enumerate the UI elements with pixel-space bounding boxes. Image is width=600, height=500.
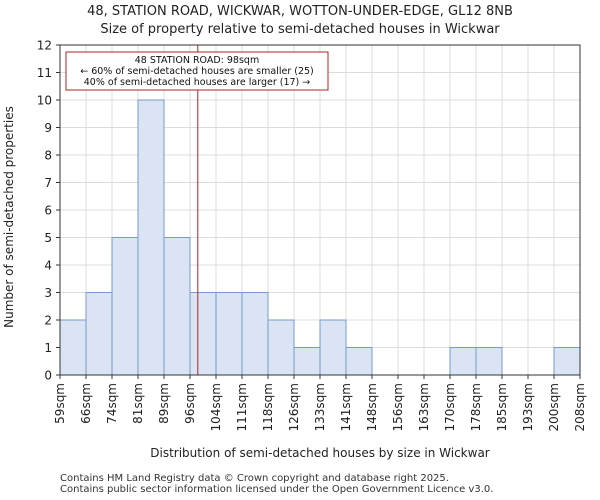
footer-copyright: Contains HM Land Registry data © Crown c… <box>60 473 449 484</box>
y-tick-label: 11 <box>37 66 52 80</box>
annotation-line-1: 48 STATION ROAD: 98sqm <box>135 55 259 66</box>
x-tick-label: 111sqm <box>235 383 249 431</box>
x-tick-label: 178sqm <box>469 383 483 431</box>
annotation-box: 48 STATION ROAD: 98sqm ← 60% of semi-det… <box>65 51 329 91</box>
histogram-bar <box>189 292 217 376</box>
y-tick-label: 7 <box>44 176 52 190</box>
x-tick-label: 163sqm <box>417 383 431 431</box>
y-tick-label: 12 <box>37 39 52 53</box>
histogram-bar <box>59 319 87 376</box>
histogram-bar <box>475 347 503 376</box>
x-tick-label: 208sqm <box>573 383 587 431</box>
x-tick-label: 193sqm <box>521 383 535 431</box>
x-tick-label: 104sqm <box>209 383 223 431</box>
x-tick-label: 170sqm <box>443 383 457 431</box>
x-tick-label: 118sqm <box>261 383 275 431</box>
annotation-line-2: ← 60% of semi-detached houses are smalle… <box>80 66 314 77</box>
x-axis-label: Distribution of semi-detached houses by … <box>150 446 490 460</box>
x-tick-label: 185sqm <box>495 383 509 431</box>
x-axis-ticks: 59sqm 66sqm 74sqm 81sqm 89sqm 96sqm 104sqm 111s… <box>53 375 587 431</box>
y-tick-label: 6 <box>44 204 52 218</box>
x-tick-label: 148sqm <box>365 383 379 431</box>
histogram-bar <box>241 292 269 376</box>
histogram-bar <box>319 319 347 376</box>
bars <box>59 99 581 376</box>
y-tick-label: 9 <box>44 121 52 135</box>
annotation-line-3: 40% of semi-detached houses are larger (… <box>84 77 311 88</box>
y-tick-label: 8 <box>44 149 52 163</box>
histogram-bar <box>267 319 295 376</box>
x-tick-label: 59sqm <box>53 383 67 424</box>
x-tick-label: 156sqm <box>391 383 405 431</box>
histogram-bar <box>137 99 165 376</box>
footer-licence: Contains public sector information licen… <box>60 484 494 495</box>
y-tick-label: 4 <box>44 259 52 273</box>
y-axis-label: Number of semi-detached properties <box>2 106 16 328</box>
histogram-bar <box>345 347 373 376</box>
y-tick-label: 5 <box>44 231 52 245</box>
x-tick-label: 141sqm <box>339 383 353 431</box>
y-tick-label: 2 <box>44 314 52 328</box>
y-tick-label: 1 <box>44 341 52 355</box>
annotation-border <box>65 51 329 91</box>
x-tick-label: 89sqm <box>157 383 171 424</box>
histogram-bar <box>85 292 113 376</box>
histogram-bar <box>553 347 581 376</box>
x-tick-label: 126sqm <box>287 383 301 431</box>
x-tick-label: 66sqm <box>79 383 93 424</box>
x-tick-label: 81sqm <box>131 383 145 424</box>
y-tick-label: 10 <box>37 94 52 108</box>
histogram-bar <box>293 347 321 376</box>
chart-title-address: 48, STATION ROAD, WICKWAR, WOTTON-UNDER-… <box>87 4 513 19</box>
x-tick-label: 200sqm <box>547 383 561 431</box>
x-tick-label: 133sqm <box>313 383 327 431</box>
chart-title: Size of property relative to semi-detach… <box>100 22 500 37</box>
histogram-bar <box>111 237 139 376</box>
y-tick-label: 0 <box>44 369 52 383</box>
x-tick-label: 96sqm <box>183 383 197 424</box>
y-tick-label: 3 <box>44 286 52 300</box>
histogram-bar <box>163 237 191 376</box>
histogram-bar <box>215 292 243 376</box>
x-tick-label: 74sqm <box>105 383 119 424</box>
histogram-bar <box>449 347 477 376</box>
